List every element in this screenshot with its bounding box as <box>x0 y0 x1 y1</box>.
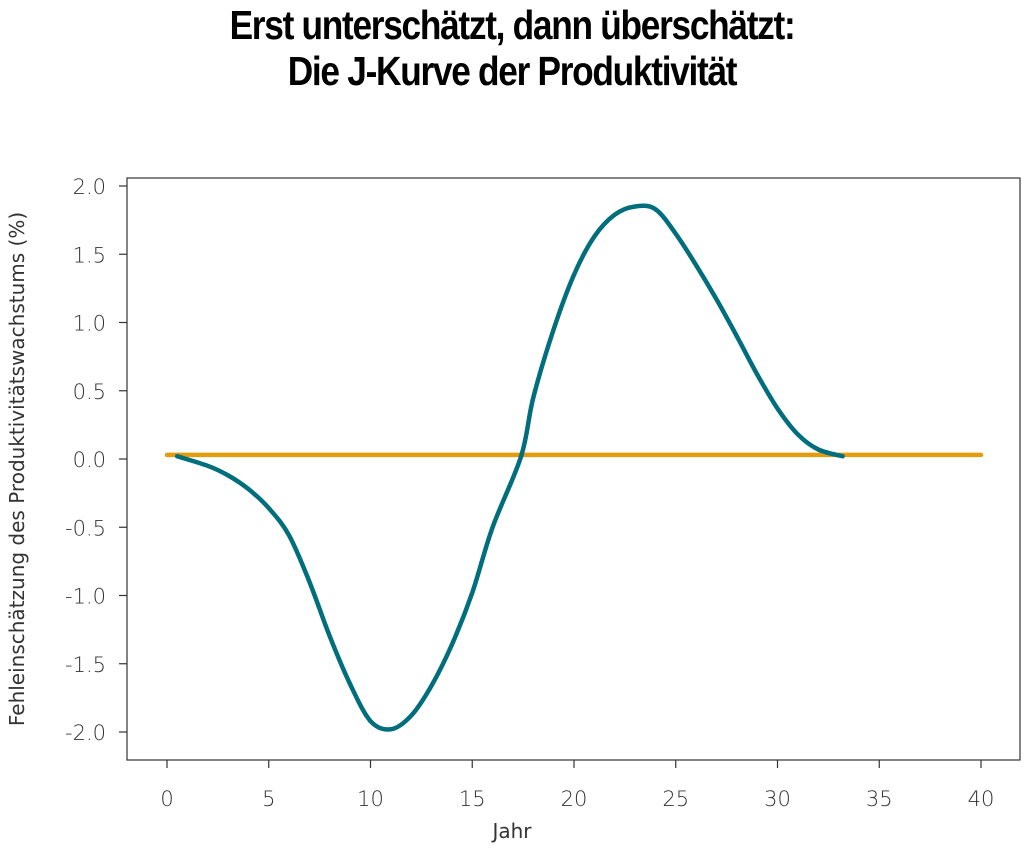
y-tick-label: -1.5 <box>65 653 106 677</box>
y-axis-label: Fehleinschätzung des Produktivitätswachs… <box>5 212 29 726</box>
series-group <box>164 203 984 732</box>
chart-title-line-1: Erst unterschätzt, dann überschätzt: <box>229 2 796 48</box>
x-tick-label: 35 <box>866 787 893 811</box>
x-tick-label: 0 <box>160 787 173 811</box>
x-tick-label: 15 <box>459 787 486 811</box>
y-tick-label: 2.0 <box>73 175 106 199</box>
plot-frame <box>126 177 1021 761</box>
x-tick-label: 20 <box>561 787 588 811</box>
y-axis: 2.0 1.5 1.0 0.5 0.0 -0.5 -1.0 -1.5 -2.0 <box>65 175 127 745</box>
y-tick-label: -1.0 <box>65 585 106 609</box>
x-axis-label: Jahr <box>490 819 532 843</box>
series-line-j-kurve <box>174 203 845 732</box>
x-tick-label: 5 <box>262 787 275 811</box>
x-tick-label: 40 <box>968 787 995 811</box>
chart-title: Erst unterschätzt, dann überschätzt: Die… <box>72 2 953 94</box>
y-tick-label: 1.0 <box>73 312 106 336</box>
y-tick-label: 0.0 <box>73 448 106 472</box>
x-tick-label: 25 <box>662 787 689 811</box>
x-tick-label: 10 <box>357 787 384 811</box>
y-tick-label: -2.0 <box>65 721 106 745</box>
y-tick-label: -0.5 <box>65 516 106 540</box>
y-tick-label: 0.5 <box>73 380 106 404</box>
x-tick-label: 30 <box>764 787 791 811</box>
chart-title-line-2: Die J-Kurve der Produktivität <box>287 48 738 94</box>
y-tick-label: 1.5 <box>73 243 106 267</box>
x-axis: 0 5 10 15 20 25 30 35 40 <box>160 760 994 811</box>
